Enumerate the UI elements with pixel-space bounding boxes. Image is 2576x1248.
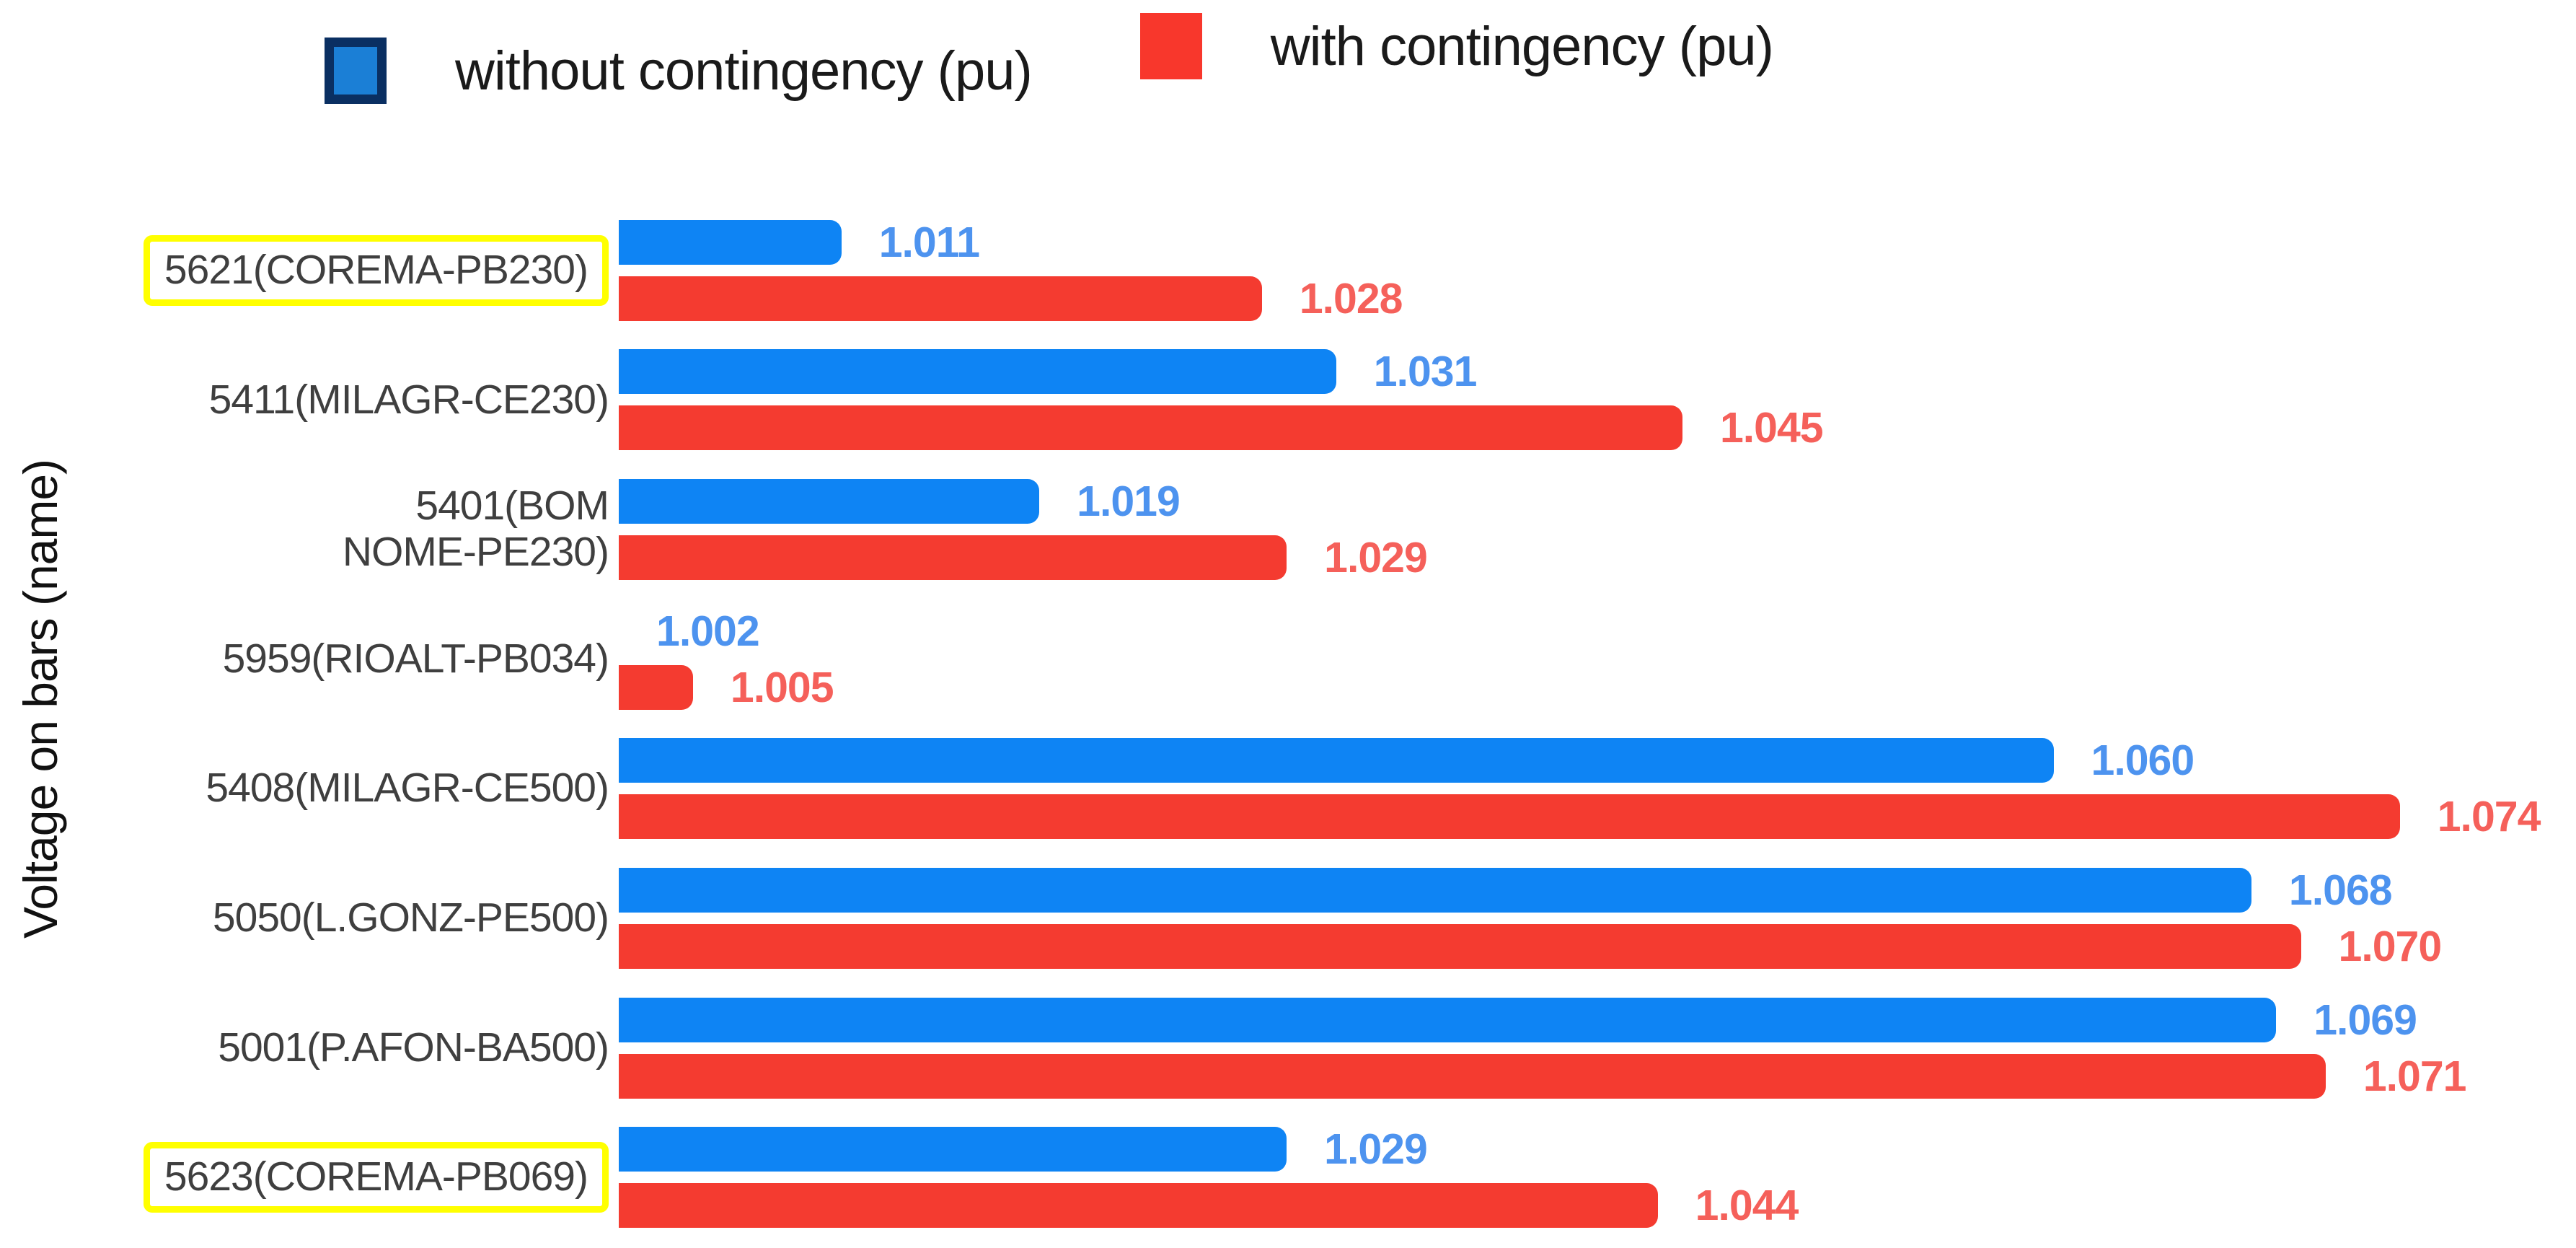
category-cell: 5621(COREMA-PB230) xyxy=(0,234,619,306)
category-cell: 5001(P.AFON-BA500) xyxy=(0,1024,619,1071)
category-cell: 5959(RIOALT-PB034) xyxy=(0,636,619,682)
legend-label: with contingency (pu) xyxy=(1270,15,1774,77)
bar-line: 1.019 xyxy=(619,478,2576,526)
category-label: 5401(BOM NOME-PE230) xyxy=(342,483,609,576)
bar-line: 1.002 xyxy=(619,607,2576,655)
bar-line: 1.070 xyxy=(619,922,2576,970)
chart-row: 5001(P.AFON-BA500) 1.069 1.071 xyxy=(0,983,2576,1113)
bar-line: 1.068 xyxy=(619,866,2576,914)
chart-row: 5959(RIOALT-PB034) 1.002 1.005 xyxy=(0,594,2576,724)
bar-with-contingency xyxy=(619,405,1682,451)
chart-row: 5408(MILAGR-CE500) 1.060 1.074 xyxy=(0,724,2576,854)
chart-row: 5411(MILAGR-CE230) 1.031 1.045 xyxy=(0,335,2576,465)
bars-cell: 1.019 1.029 xyxy=(619,478,2576,582)
bars-cell: 1.069 1.071 xyxy=(619,996,2576,1100)
bar-line: 1.071 xyxy=(619,1052,2576,1100)
bar-value-label: 1.011 xyxy=(878,218,980,266)
bar-line: 1.069 xyxy=(619,996,2576,1044)
bar-line: 1.011 xyxy=(619,218,2576,266)
bars-cell: 1.029 1.044 xyxy=(619,1125,2576,1230)
bar-value-label: 1.002 xyxy=(656,607,760,655)
bar-value-label: 1.029 xyxy=(1324,1125,1428,1174)
bar-value-label: 1.045 xyxy=(1719,404,1824,452)
category-cell: 5408(MILAGR-CE500) xyxy=(0,765,619,812)
bar-value-label: 1.044 xyxy=(1695,1182,1799,1230)
chart-row: 5621(COREMA-PB230) 1.011 1.028 xyxy=(0,206,2576,335)
bar-line: 1.005 xyxy=(619,663,2576,711)
category-cell: 5623(COREMA-PB069) xyxy=(0,1142,619,1213)
bar-line: 1.028 xyxy=(619,274,2576,322)
legend-label: without contingency (pu) xyxy=(455,40,1033,102)
bar-with-contingency xyxy=(619,794,2400,840)
bar-with-contingency xyxy=(619,923,2301,969)
bar-line: 1.045 xyxy=(619,404,2576,452)
bar-value-label: 1.060 xyxy=(2091,737,2195,785)
bars-cell: 1.060 1.074 xyxy=(619,737,2576,841)
category-cell: 5050(L.GONZ-PE500) xyxy=(0,895,619,941)
chart-row: 5623(COREMA-PB069) 1.029 1.044 xyxy=(0,1112,2576,1242)
bar-value-label: 1.029 xyxy=(1324,534,1428,582)
bar-with-contingency xyxy=(619,276,1262,321)
bar-without-contingency xyxy=(619,349,1336,395)
legend-item-without-contingency: without contingency (pu) xyxy=(325,38,1033,104)
bar-without-contingency xyxy=(619,479,1040,524)
category-label-highlighted: 5621(COREMA-PB230) xyxy=(143,234,609,306)
bar-with-contingency xyxy=(619,1183,1658,1229)
plot-area: 5621(COREMA-PB230) 1.011 1.028 5411(MILAGR-… xyxy=(0,206,2576,1242)
bars-cell: 1.031 1.045 xyxy=(619,348,2576,452)
chart-row: 5401(BOM NOME-PE230) 1.019 1.029 xyxy=(0,465,2576,594)
bar-value-label: 1.069 xyxy=(2313,996,2417,1044)
bar-value-label: 1.074 xyxy=(2437,793,2541,841)
bar-line: 1.029 xyxy=(619,534,2576,582)
bar-line: 1.074 xyxy=(619,793,2576,841)
bars-cell: 1.011 1.028 xyxy=(619,218,2576,322)
bar-without-contingency xyxy=(619,867,2251,913)
bar-value-label: 1.068 xyxy=(2288,866,2393,914)
bar-with-contingency xyxy=(619,664,693,710)
chart-legend: without contingency (pu) with contingenc… xyxy=(325,13,1774,104)
bar-without-contingency xyxy=(619,1127,1287,1172)
category-label: 5001(P.AFON-BA500) xyxy=(218,1024,609,1071)
bar-value-label: 1.005 xyxy=(730,663,834,711)
bars-cell: 1.068 1.070 xyxy=(619,866,2576,970)
legend-swatch-blue-icon xyxy=(325,38,387,104)
bars-cell: 1.002 1.005 xyxy=(619,607,2576,711)
category-cell: 5411(MILAGR-CE230) xyxy=(0,377,619,423)
category-label: 5050(L.GONZ-PE500) xyxy=(212,895,609,941)
bar-line: 1.044 xyxy=(619,1182,2576,1230)
category-label: 5411(MILAGR-CE230) xyxy=(208,376,609,423)
bar-value-label: 1.070 xyxy=(2338,922,2443,970)
bar-with-contingency xyxy=(619,535,1287,581)
bar-without-contingency xyxy=(619,997,2277,1042)
legend-item-with-contingency: with contingency (pu) xyxy=(1139,13,1774,79)
bar-without-contingency xyxy=(619,219,842,265)
category-label: 5959(RIOALT-PB034) xyxy=(222,635,609,682)
category-label-highlighted: 5623(COREMA-PB069) xyxy=(143,1142,609,1213)
bar-line: 1.029 xyxy=(619,1125,2576,1174)
bar-value-label: 1.019 xyxy=(1077,478,1181,526)
bar-value-label: 1.071 xyxy=(2363,1052,2467,1100)
bar-with-contingency xyxy=(619,1053,2326,1099)
category-cell: 5401(BOM NOME-PE230) xyxy=(0,483,619,576)
bar-value-label: 1.031 xyxy=(1373,348,1478,396)
bar-without-contingency xyxy=(619,738,2054,783)
category-label: 5408(MILAGR-CE500) xyxy=(206,765,609,812)
bar-line: 1.031 xyxy=(619,348,2576,396)
bar-value-label: 1.028 xyxy=(1299,274,1403,322)
bar-line: 1.060 xyxy=(619,737,2576,785)
chart-row: 5050(L.GONZ-PE500) 1.068 1.070 xyxy=(0,853,2576,983)
legend-swatch-red-icon xyxy=(1139,13,1202,79)
